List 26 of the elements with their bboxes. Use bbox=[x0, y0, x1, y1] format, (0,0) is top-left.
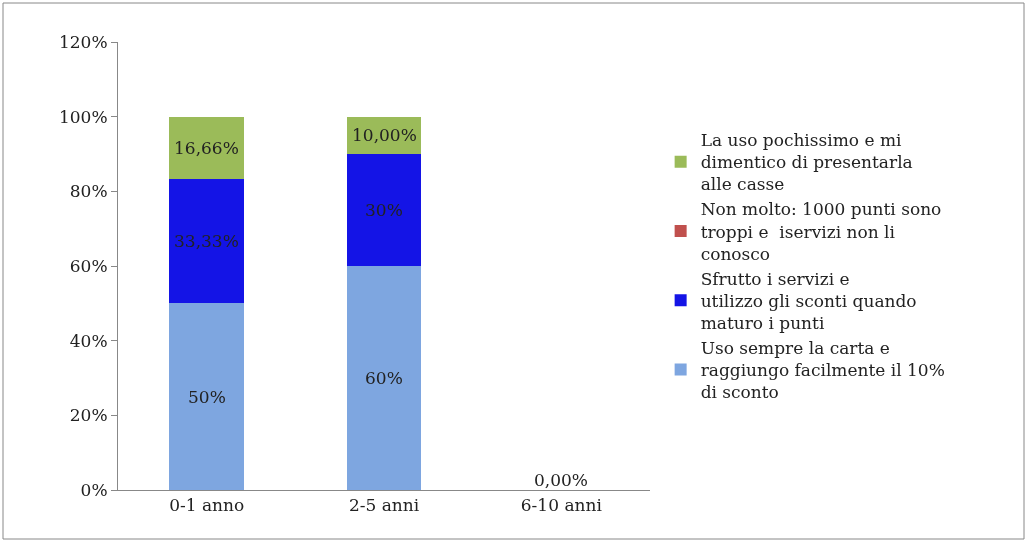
y-tick-label: 100% bbox=[58, 106, 108, 127]
x-tick-label: 0-1 anno bbox=[169, 495, 245, 516]
data-label: 33,33% bbox=[174, 231, 239, 251]
legend-label: La uso pochissimo e mi dimentico di presentarla alle casse bbox=[700, 130, 913, 195]
bar bbox=[346, 266, 422, 490]
bar bbox=[346, 154, 422, 266]
data-label: 30% bbox=[365, 200, 403, 220]
bar bbox=[169, 116, 244, 179]
legend-label: Non molto: 1000 punti sono troppi e iservizi non li conosco bbox=[700, 199, 942, 264]
bar bbox=[169, 178, 244, 304]
y-tick-label: 120% bbox=[58, 31, 108, 52]
data-label: 16,66% bbox=[174, 138, 239, 158]
y-tick-label: 40% bbox=[69, 330, 108, 351]
data-label: 0,00% bbox=[534, 470, 589, 490]
x-tick-label: 2-5 anni bbox=[348, 495, 420, 516]
x-tick-label: 6-10 anni bbox=[520, 495, 603, 516]
y-tick-label: 60% bbox=[69, 255, 108, 276]
y-tick-label: 20% bbox=[69, 405, 108, 426]
legend-label: Sfrutto i servizi e utilizzo gli sconti quando maturo i punti bbox=[700, 268, 917, 333]
data-label: 50% bbox=[188, 387, 226, 407]
bar bbox=[169, 303, 244, 490]
y-tick-label: 0% bbox=[80, 479, 108, 500]
y-tick-label: 80% bbox=[69, 181, 108, 202]
data-label: 60% bbox=[365, 368, 403, 388]
legend-label: Uso sempre la carta e raggiungo facilmente il 10% di sconto bbox=[700, 338, 945, 403]
data-label: 10,00% bbox=[352, 125, 417, 145]
